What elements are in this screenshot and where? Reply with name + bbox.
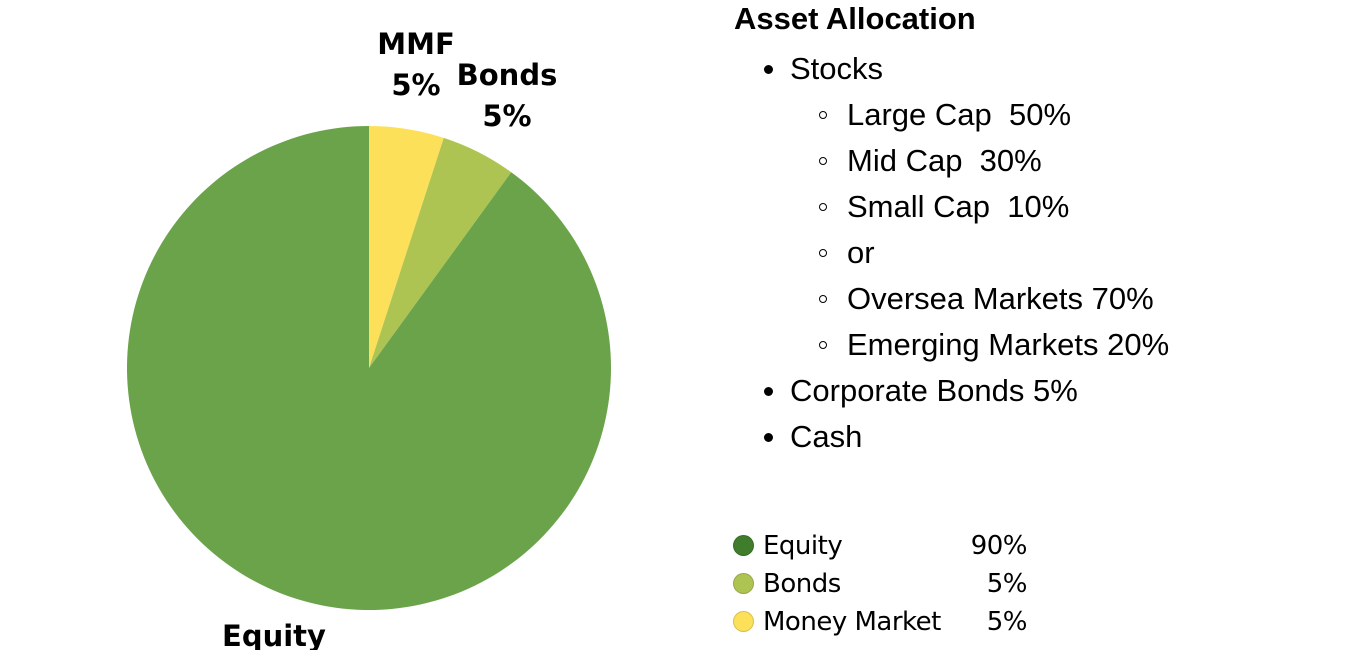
hollow-bullet-icon <box>819 295 827 303</box>
hollow-bullet-icon <box>819 157 827 165</box>
stocks-sublist: Large Cap 50% Mid Cap 30% Small Cap 10% … <box>790 92 1334 368</box>
slice-label-bonds-name: Bonds <box>457 58 558 92</box>
sublist-item: Small Cap 10% <box>734 184 1334 230</box>
list-item-label: Corporate Bonds 5% <box>790 373 1078 408</box>
legend-value: 90% <box>970 531 1028 561</box>
hollow-bullet-icon <box>819 249 827 257</box>
bullet-icon <box>764 387 773 396</box>
sublist-item-label: Emerging Markets 20% <box>847 327 1170 362</box>
pie-slice-mmf <box>369 126 444 368</box>
legend-label: Equity <box>763 531 843 561</box>
slice-label-equity-name: Equity <box>222 619 326 650</box>
legend-swatch-icon <box>733 535 754 556</box>
pie-slice-bonds <box>369 137 512 368</box>
legend-value: 5% <box>986 569 1028 599</box>
sublist-item-label: Large Cap 50% <box>847 97 1072 132</box>
pie-slices <box>126 126 611 610</box>
sublist-item-label: or <box>847 235 875 270</box>
sublist-item: Large Cap 50% <box>734 92 1334 138</box>
hollow-bullet-icon <box>819 341 827 349</box>
bullet-icon <box>764 65 773 74</box>
list-item-label: Cash <box>790 419 863 454</box>
sublist-item: Oversea Markets 70% <box>734 276 1334 322</box>
legend-swatch-icon <box>733 611 754 632</box>
legend: Equity 90% Bonds 5% Money Market 5% <box>733 528 1053 642</box>
allocation-list: Stocks Large Cap 50% Mid Cap 30% Small C… <box>734 46 1334 460</box>
sublist-item: or <box>734 230 1334 276</box>
sublist-item-label: Oversea Markets 70% <box>847 281 1154 316</box>
legend-label: Money Market <box>763 607 941 637</box>
legend-row-bonds: Bonds 5% <box>733 566 1053 604</box>
bullet-icon <box>764 433 773 442</box>
legend-label: Bonds <box>763 569 841 599</box>
slice-label-mmf-name: MMF <box>377 27 455 61</box>
sublist-item-label: Small Cap 10% <box>847 189 1070 224</box>
sublist-item: Emerging Markets 20% <box>734 322 1334 368</box>
legend-value: 5% <box>986 607 1028 637</box>
hollow-bullet-icon <box>819 203 827 211</box>
legend-row-equity: Equity 90% <box>733 528 1053 566</box>
pie-chart: MMF 5% Bonds 5% Equity <box>126 27 611 650</box>
asset-allocation-panel: Asset Allocation Stocks Large Cap 50% Mi… <box>734 0 1334 460</box>
allocation-title: Asset Allocation <box>734 1 976 36</box>
list-item-stocks: Stocks Large Cap 50% Mid Cap 30% Small C… <box>734 46 1334 368</box>
sublist-item-label: Mid Cap 30% <box>847 143 1042 178</box>
sublist-item: Mid Cap 30% <box>734 138 1334 184</box>
pie-slice-equity <box>126 126 611 610</box>
legend-row-money-market: Money Market 5% <box>733 604 1053 642</box>
list-item-corporate-bonds: Corporate Bonds 5% <box>734 368 1334 414</box>
slice-label-bonds-value: 5% <box>482 99 531 133</box>
list-item-label: Stocks <box>790 51 884 86</box>
list-item-cash: Cash <box>734 414 1334 460</box>
hollow-bullet-icon <box>819 111 827 119</box>
legend-swatch-icon <box>733 573 754 594</box>
slice-label-mmf-value: 5% <box>391 68 440 102</box>
